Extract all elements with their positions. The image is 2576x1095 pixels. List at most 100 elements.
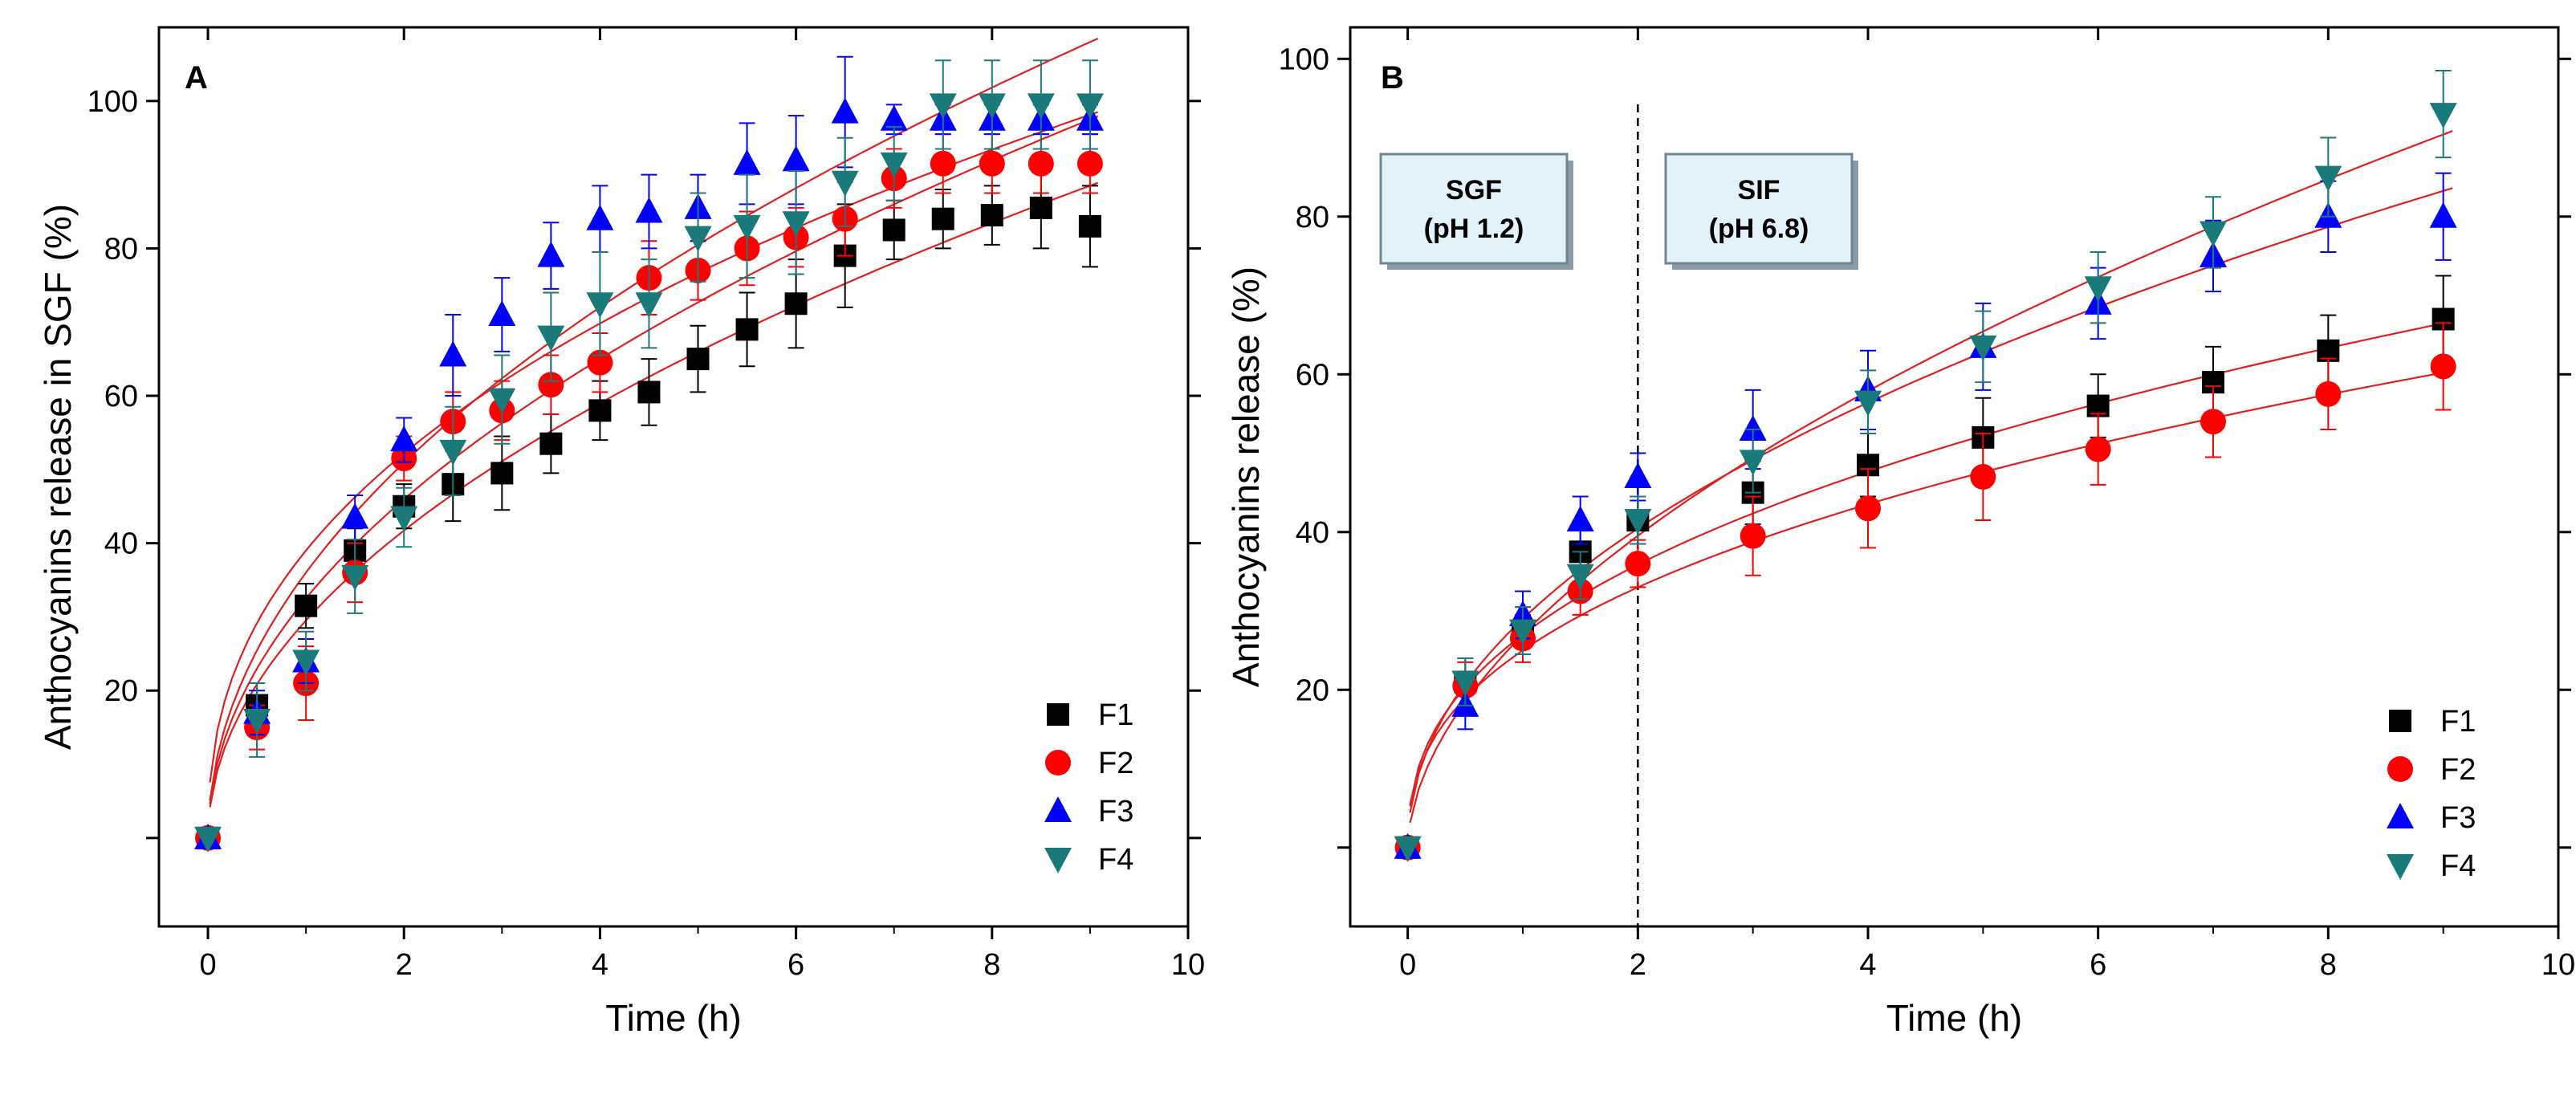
data-point-F3 bbox=[1739, 415, 1767, 442]
data-point-F1 bbox=[784, 292, 808, 315]
fit-curve-F4 bbox=[209, 37, 1099, 801]
data-point-F3 bbox=[488, 300, 516, 327]
data-point-F4 bbox=[831, 170, 859, 197]
data-point-F3 bbox=[2429, 201, 2457, 228]
data-point-F4 bbox=[880, 152, 908, 178]
legend-marker-F1 bbox=[1047, 703, 1069, 726]
annotation-box: SGF (pH 1.2) bbox=[1379, 153, 1573, 270]
y-tick-label: 100 bbox=[87, 85, 138, 119]
data-point-F4 bbox=[1566, 564, 1594, 590]
data-point-F4 bbox=[439, 439, 467, 466]
plot-frame bbox=[157, 26, 1190, 928]
x-tick-label: 8 bbox=[2320, 948, 2337, 982]
legend-label: F3 bbox=[2440, 801, 2476, 835]
data-point-F3 bbox=[586, 204, 614, 230]
panel-label: B bbox=[1381, 60, 1404, 96]
data-point-F4 bbox=[978, 93, 1006, 120]
data-point-F2 bbox=[1076, 150, 1103, 177]
data-point-F4 bbox=[586, 292, 614, 319]
y-axis-title: Anthocyanins release in SGF (%) bbox=[37, 204, 79, 750]
legend-label: F3 bbox=[1098, 795, 1133, 828]
data-point-F4 bbox=[2084, 276, 2112, 303]
legend: F1 F2 F3 F4 bbox=[1044, 698, 1133, 877]
legend-label: F4 bbox=[1098, 843, 1133, 877]
data-point-F4 bbox=[1624, 509, 1652, 535]
data-point-F3 bbox=[1566, 506, 1594, 532]
legend-marker-F1 bbox=[2389, 710, 2411, 732]
data-point-F4 bbox=[1394, 836, 1422, 862]
series-F2 bbox=[1394, 322, 2456, 861]
data-point-F2 bbox=[1855, 495, 1881, 522]
data-point-F4 bbox=[390, 506, 418, 532]
data-point-F4 bbox=[1509, 619, 1536, 645]
data-point-F3 bbox=[635, 197, 663, 223]
y-tick-label: 80 bbox=[1296, 201, 1329, 234]
legend-label: F1 bbox=[2440, 705, 2476, 739]
y-tick-label: 60 bbox=[104, 380, 138, 413]
data-point-F3 bbox=[537, 241, 565, 267]
legend: F1 F2 F3 F4 bbox=[2387, 705, 2476, 883]
x-tick-label: 4 bbox=[1859, 948, 1876, 982]
data-point-F3 bbox=[733, 149, 761, 175]
x-tick-label: 6 bbox=[787, 948, 804, 982]
data-point-F1 bbox=[931, 207, 954, 230]
data-point-F4 bbox=[1854, 390, 1882, 417]
annotation-line2: (pH 1.2) bbox=[1424, 214, 1524, 244]
data-point-F4 bbox=[684, 226, 712, 252]
data-point-F2 bbox=[587, 349, 613, 376]
x-tick-label: 4 bbox=[592, 948, 608, 982]
data-point-F3 bbox=[880, 104, 908, 131]
legend-marker-F2 bbox=[1045, 750, 1071, 775]
data-point-F2 bbox=[930, 150, 956, 177]
data-point-F2 bbox=[1740, 523, 1766, 549]
data-point-F2 bbox=[538, 372, 564, 398]
series-F1 bbox=[197, 166, 1101, 849]
x-tick-label: 2 bbox=[396, 948, 413, 982]
data-point-F3 bbox=[390, 425, 418, 452]
data-point-F2 bbox=[1028, 150, 1054, 177]
legend-label: F2 bbox=[2440, 753, 2476, 787]
data-point-F4 bbox=[2429, 103, 2457, 129]
panel-a-chart: 0 2 4 6 8 10 20 40 60 80 100 Time (h) Anthocyanins r… bbox=[37, 26, 1205, 1039]
panel-b-chart: 0 2 4 6 8 10 20 40 60 80 100 Time (h) Anthocyanins r… bbox=[1225, 26, 2575, 1039]
data-point-F4 bbox=[2200, 221, 2227, 247]
data-point-F2 bbox=[2315, 381, 2342, 407]
data-point-F4 bbox=[341, 564, 369, 591]
x-tick-label: 0 bbox=[1399, 948, 1416, 982]
data-point-F1 bbox=[637, 381, 661, 404]
x-tick-label: 8 bbox=[983, 948, 1000, 982]
series-F3 bbox=[1394, 172, 2457, 859]
legend-label: F4 bbox=[2440, 849, 2476, 883]
fit-curve-F2 bbox=[1409, 370, 2453, 807]
data-point-F4 bbox=[1027, 93, 1055, 120]
series-F4 bbox=[194, 59, 1104, 853]
x-tick-label: 0 bbox=[199, 948, 216, 982]
data-point-F4 bbox=[635, 292, 663, 319]
data-point-F4 bbox=[194, 826, 222, 853]
plot-frame bbox=[1349, 26, 2560, 928]
annotation-line2: (pH 6.8) bbox=[1709, 214, 1809, 244]
data-point-F4 bbox=[1739, 450, 1767, 476]
data-point-F1 bbox=[295, 594, 318, 617]
annotation-box-face bbox=[1379, 153, 1569, 265]
y-axis-title: Anthocyanins release (%) bbox=[1225, 267, 1267, 687]
y-tick-label: 80 bbox=[104, 232, 138, 266]
panel-label: A bbox=[185, 60, 208, 96]
data-point-F1 bbox=[882, 218, 905, 242]
y-tick-label: 20 bbox=[1296, 674, 1329, 707]
data-point-F1 bbox=[1029, 196, 1052, 219]
data-point-F1 bbox=[1078, 214, 1101, 238]
data-point-F4 bbox=[1969, 335, 1997, 361]
series-F4 bbox=[1394, 70, 2457, 862]
fit-curve-F3 bbox=[1409, 187, 2453, 813]
x-tick-label: 2 bbox=[1630, 948, 1646, 982]
legend-marker-F4 bbox=[2387, 854, 2414, 880]
legend-marker-F2 bbox=[2387, 756, 2413, 782]
data-point-F4 bbox=[537, 325, 565, 352]
legend-label: F2 bbox=[1098, 747, 1133, 780]
y-tick-label: 60 bbox=[1296, 358, 1329, 392]
data-point-F4 bbox=[292, 649, 320, 676]
series-F3 bbox=[194, 55, 1104, 849]
data-point-F3 bbox=[341, 503, 369, 529]
